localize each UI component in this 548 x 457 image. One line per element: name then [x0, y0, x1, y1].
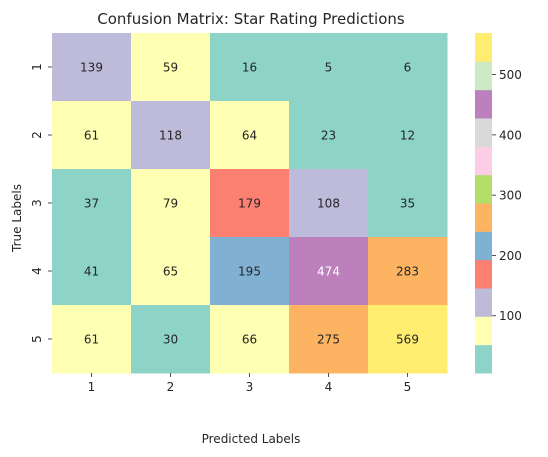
- cell-value-label: 6: [404, 61, 412, 75]
- heatmap-cell: [210, 237, 290, 306]
- cell-value-label: 61: [84, 129, 99, 143]
- heatmap-cell: [368, 305, 448, 374]
- colorbar-segment: [475, 174, 492, 204]
- colorbar-segment: [475, 231, 492, 261]
- cell-value-label: 195: [238, 265, 261, 279]
- cell-value-label: 37: [84, 197, 99, 211]
- heatmap-cell: [131, 305, 211, 374]
- cell-value-label: 12: [400, 129, 415, 143]
- cell-value-label: 474: [317, 265, 340, 279]
- colorbar: [475, 33, 492, 374]
- heatmap-cell: [210, 101, 290, 170]
- heatmap-cell: [368, 169, 448, 238]
- cell-value-label: 30: [163, 333, 178, 347]
- heatmap-cell: [289, 305, 369, 374]
- cell-value-label: 16: [242, 61, 257, 75]
- cell-value-label: 23: [321, 129, 336, 143]
- heatmap-cell: [210, 33, 290, 102]
- colorbar-segment: [475, 89, 492, 119]
- y-tick-label: 4: [30, 267, 44, 275]
- colorbar-segment: [475, 146, 492, 176]
- cell-value-label: 59: [163, 61, 178, 75]
- colorbar-segment: [475, 316, 492, 346]
- heatmap-cell: [289, 101, 369, 170]
- cell-value-label: 79: [163, 197, 178, 211]
- heatmap-cell: [52, 101, 132, 170]
- heatmap-cell: [210, 169, 290, 238]
- heatmap-cell: [368, 101, 448, 170]
- colorbar-segment: [475, 344, 492, 374]
- x-tick-label: 3: [246, 380, 254, 394]
- colorbar-segment: [475, 118, 492, 147]
- cell-value-label: 66: [242, 333, 257, 347]
- heatmap-cell: [210, 305, 290, 374]
- y-tick-label: 2: [30, 131, 44, 139]
- colorbar-tick-label: 300: [499, 189, 522, 203]
- y-axis-label: True Labels: [10, 184, 24, 253]
- y-tick-label: 5: [30, 335, 44, 343]
- colorbar-tick-label: 100: [499, 309, 522, 323]
- x-axis-label: Predicted Labels: [202, 432, 301, 446]
- colorbar-segment: [475, 61, 492, 91]
- x-tick-label: 5: [404, 380, 412, 394]
- y-axis-ticks: 1 2 3 4 5: [30, 63, 52, 343]
- heatmap-cell: [289, 169, 369, 238]
- heatmap-cell: [289, 33, 369, 102]
- heatmap-cell-labels: 139 59 16 5 6 61 118 64 23 12 37 79 179 108 35 41 65 195 4…: [80, 61, 419, 347]
- x-tick-label: 4: [325, 380, 333, 394]
- cell-value-label: 108: [317, 197, 340, 211]
- heatmap-cells: [52, 33, 448, 374]
- heatmap-cell: [52, 169, 132, 238]
- heatmap-cell: [52, 237, 132, 306]
- colorbar-segment: [475, 203, 492, 232]
- heatmap-cell: [131, 169, 211, 238]
- heatmap-cell: [131, 101, 211, 170]
- colorbar-segment: [475, 33, 492, 62]
- cell-value-label: 5: [325, 61, 333, 75]
- cell-value-label: 65: [163, 265, 178, 279]
- heatmap-cell: [368, 33, 448, 102]
- cell-value-label: 35: [400, 197, 415, 211]
- cell-value-label: 64: [242, 129, 257, 143]
- cell-value-label: 118: [159, 129, 182, 143]
- heatmap-cell: [368, 237, 448, 306]
- y-tick-label: 1: [30, 63, 44, 71]
- cell-value-label: 139: [80, 61, 103, 75]
- cell-value-label: 275: [317, 333, 340, 347]
- heatmap-cell: [52, 305, 132, 374]
- y-tick-label: 3: [30, 199, 44, 207]
- x-axis-ticks: 1 2 3 4 5: [88, 373, 412, 394]
- colorbar-tick-label: 500: [499, 68, 522, 82]
- colorbar-segment: [475, 259, 492, 289]
- cell-value-label: 61: [84, 333, 99, 347]
- heatmap-cell: [131, 33, 211, 102]
- heatmap-cell: [131, 237, 211, 306]
- colorbar-segment: [475, 288, 492, 317]
- cell-value-label: 569: [396, 333, 419, 347]
- colorbar-ticks: 100 200 300 400 500: [492, 68, 522, 323]
- chart-title: Confusion Matrix: Star Rating Prediction…: [97, 10, 405, 28]
- cell-value-label: 283: [396, 265, 419, 279]
- heatmap-cell: [52, 33, 132, 102]
- cell-value-label: 41: [84, 265, 99, 279]
- heatmap-cell: [289, 237, 369, 306]
- x-tick-label: 1: [88, 380, 96, 394]
- cell-value-label: 179: [238, 197, 261, 211]
- colorbar-tick-label: 400: [499, 128, 522, 142]
- colorbar-tick-label: 200: [499, 249, 522, 263]
- x-tick-label: 2: [167, 380, 175, 394]
